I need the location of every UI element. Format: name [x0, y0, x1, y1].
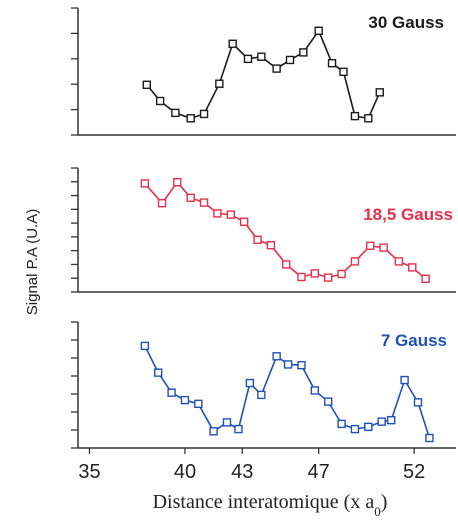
panel-3-data-point: [377, 417, 386, 426]
x-tick-label: 35: [78, 461, 100, 483]
panel-2-data-point: [239, 217, 249, 227]
panel-2-data-point: [226, 210, 236, 219]
panel-1-data-point: [155, 96, 165, 106]
panel-1-data-point: [142, 80, 151, 90]
panel-2-title: 18,5 Gauss: [363, 205, 453, 224]
panel-3-data-point: [234, 424, 243, 434]
panel-3-title: 7 Gauss: [381, 331, 447, 350]
panel-3-data-point: [272, 352, 281, 361]
panel-1-data-point: [272, 64, 281, 73]
panel-1-data-point: [228, 39, 237, 48]
panel-3-data-point: [297, 361, 306, 370]
panel-1-data-point: [339, 67, 348, 77]
x-axis-label-main: Distance interatomique (x a: [153, 491, 375, 513]
panel-3-data-point: [413, 398, 423, 407]
panel-2-data-point: [213, 209, 222, 218]
panel-1-data-point: [171, 108, 180, 118]
panel-1-data-point: [199, 109, 209, 119]
panel-2-data-point: [253, 235, 262, 245]
panel-2-data-point: [173, 177, 182, 187]
panel-3-data-point: [257, 390, 266, 400]
panel-3-data-point: [167, 388, 176, 397]
panel-1-data-point: [314, 26, 323, 35]
panel-3-data-point: [209, 427, 218, 436]
panel-2-data-point: [379, 243, 388, 252]
panel-3-data-point: [400, 375, 409, 385]
panels-group: 30 Gauss 18,5 Gauss 7 Gauss: [71, 7, 456, 449]
panel-2-data-point: [281, 260, 291, 269]
panel-2-data-point: [157, 198, 167, 208]
panel-2-data-point: [366, 241, 375, 251]
panel-3-data-point: [310, 386, 320, 395]
x-tick-label: 43: [231, 461, 253, 483]
panel-3-data-point: [140, 341, 150, 351]
y-axis-label: Signal P.A (U.A): [24, 209, 41, 315]
panel-1-data-point: [364, 114, 373, 123]
x-tick-label: 52: [403, 461, 425, 483]
panel-1-data-point: [215, 79, 224, 88]
x-axis-label: Distance interatomique (x a0): [153, 491, 388, 519]
panel-2-data-point: [337, 269, 346, 279]
panel-1-data-point: [327, 59, 337, 68]
panel-3-data-point: [425, 433, 434, 443]
panel-1-data-point: [375, 88, 384, 97]
panel-3: 7 Gauss: [71, 321, 456, 449]
panel-3-series-line: [144, 345, 431, 439]
panel-2-data-point: [394, 257, 404, 266]
panel-1-data-point: [243, 54, 253, 64]
panel-3-data-point: [337, 419, 346, 429]
panel-1-data-point: [186, 114, 195, 123]
panel-1-title: 30 Gauss: [368, 13, 444, 32]
panel-2-data-point: [140, 179, 150, 188]
panel-2-data-point: [324, 273, 333, 282]
panel-2-data-point: [350, 257, 360, 266]
panel-3-data-point: [324, 397, 333, 406]
x-axis-label-subscript: 0: [374, 504, 381, 519]
panel-3-data-point: [180, 395, 190, 405]
x-tick-label: 40: [174, 461, 196, 483]
panel-3-data-point: [154, 368, 163, 377]
panel-2-data-point: [408, 263, 417, 272]
panel-2-data-point: [199, 198, 209, 207]
panel-3-data-point: [222, 418, 232, 427]
panel-3-data-point: [387, 415, 396, 425]
panel-2-data-point: [421, 274, 430, 283]
x-axis: 35 40 43 47 52: [78, 448, 425, 483]
panel-1-data-point: [257, 52, 266, 61]
x-tick-label: 47: [308, 461, 330, 483]
panel-3-data-point: [350, 424, 360, 434]
panel-2-data-point: [297, 272, 306, 282]
panel-3-data-point: [245, 378, 255, 388]
panel-3-data-point: [194, 399, 203, 409]
panel-2-data-point: [310, 269, 320, 278]
panel-1: 30 Gauss: [71, 7, 456, 136]
panel-1-data-point: [285, 55, 295, 65]
panel-2-data-point: [266, 240, 276, 250]
panel-2-data-point: [186, 193, 195, 203]
panel-3-data-point: [364, 422, 373, 432]
x-axis-label-close: ): [381, 491, 388, 513]
panel-3-data-point: [283, 360, 293, 369]
panel-2: 18,5 Gauss: [71, 167, 456, 293]
panel-1-data-point: [350, 111, 360, 121]
panel-1-data-point: [299, 48, 308, 57]
